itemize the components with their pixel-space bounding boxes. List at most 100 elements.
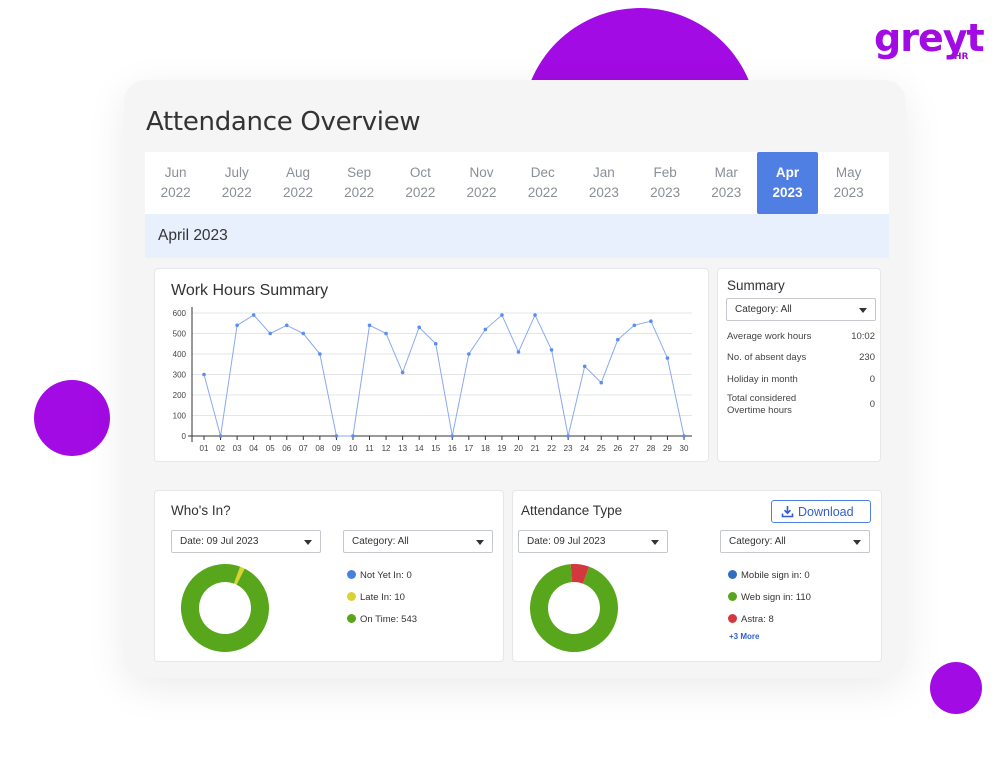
- attendance-date-select[interactable]: Date: 09 Jul 2023: [518, 530, 668, 553]
- x-tick-label: 28: [646, 444, 655, 453]
- summary-panel: Summary Category: All Average work hours…: [717, 268, 881, 462]
- month-tab-month: Jun: [164, 165, 187, 180]
- work-hours-title: Work Hours Summary: [171, 282, 329, 299]
- month-tab-month: Mar: [714, 165, 738, 180]
- x-tick-label: 18: [481, 444, 490, 453]
- summary-row-value: 230: [859, 352, 875, 363]
- data-point: [682, 434, 686, 438]
- month-tab-mar-2023[interactable]: Mar 2023: [696, 152, 757, 214]
- data-point: [500, 313, 504, 317]
- x-tick-label: 20: [514, 444, 523, 453]
- summary-category-value: Category: All: [735, 304, 792, 315]
- data-point: [433, 341, 438, 346]
- month-tab-year: 2023: [833, 185, 864, 200]
- x-tick-label: 13: [398, 444, 407, 453]
- download-icon: [781, 506, 794, 518]
- x-tick-label: 16: [448, 444, 457, 453]
- month-tab-jan-2023[interactable]: Jan 2023: [573, 152, 634, 214]
- data-point: [533, 313, 537, 317]
- attendance-category-select[interactable]: Category: All: [720, 530, 870, 553]
- x-tick-label: 11: [365, 444, 374, 453]
- x-tick-label: 21: [531, 444, 540, 453]
- whos-in-donut-chart: [181, 564, 269, 652]
- y-tick-label: 400: [173, 350, 187, 359]
- month-tab-apr-2023[interactable]: Apr 2023: [756, 152, 819, 214]
- x-tick-label: 04: [249, 444, 258, 453]
- whos-in-category-select[interactable]: Category: All: [343, 530, 493, 553]
- month-tab-may-2023[interactable]: May 2023: [818, 152, 879, 214]
- legend-astra: Astra: 8: [728, 614, 774, 625]
- x-tick-label: 15: [431, 444, 440, 453]
- legend-label: Late In: 10: [360, 592, 405, 603]
- logo-text: greyt: [874, 16, 985, 60]
- x-tick-label: 22: [547, 444, 556, 453]
- work-hours-chart: 0 100 200 300 400 500 600 01 02 03 04 05 06 07 08 09 10 1…: [173, 307, 692, 453]
- data-point: [649, 319, 653, 323]
- legend-label: Mobile sign in: 0: [741, 570, 810, 581]
- month-tab-feb-2023[interactable]: Feb 2023: [635, 152, 696, 214]
- whos-in-title: Who's In?: [171, 503, 231, 518]
- whos-in-panel: Who's In? Date: 09 Jul 2023 Category: Al…: [154, 490, 504, 662]
- month-tab-aug-2022[interactable]: Aug 2022: [267, 152, 328, 214]
- data-point: [450, 434, 455, 438]
- y-tick-label: 0: [182, 432, 187, 441]
- page-title: Attendance Overview: [146, 107, 421, 137]
- data-point: [384, 331, 388, 336]
- month-tab-jun-2022[interactable]: Jun 2022: [145, 152, 206, 214]
- work-hours-series-line: [203, 313, 685, 437]
- month-tab-july-2022[interactable]: July 2022: [206, 152, 267, 214]
- month-tab-month: Dec: [530, 165, 555, 180]
- legend-dot: [728, 592, 737, 601]
- data-point: [483, 327, 488, 332]
- data-point: [599, 380, 604, 385]
- y-tick-label: 100: [173, 412, 187, 421]
- month-tab-dec-2022[interactable]: Dec 2022: [512, 152, 573, 214]
- month-tab-year: 2022: [405, 185, 436, 200]
- data-point: [218, 434, 223, 438]
- decorative-circle-left: [34, 380, 110, 456]
- month-tab-oct-2022[interactable]: Oct 2022: [390, 152, 451, 214]
- x-tick-label: 17: [464, 444, 473, 453]
- data-point: [516, 350, 521, 354]
- month-tab-year: 2022: [466, 185, 497, 200]
- data-point: [318, 352, 322, 356]
- attendance-date-value: Date: 09 Jul 2023: [527, 536, 606, 547]
- x-tick-label: 25: [597, 444, 606, 453]
- data-point: [467, 352, 471, 356]
- legend-not-yet-in: Not Yet In: 0: [347, 570, 412, 581]
- legend-label: Astra: 8: [741, 614, 774, 625]
- data-point: [202, 372, 206, 377]
- data-point: [417, 325, 421, 330]
- donut-slice: [570, 564, 590, 584]
- data-point: [268, 331, 273, 336]
- summary-row-label: Total considered Overtime hours: [727, 393, 797, 416]
- month-selector: Jun 2022 July 2022 Aug 2022 Sep 2022 Oct 2022 Nov 2…: [145, 152, 889, 214]
- x-tick-label: 24: [580, 444, 589, 453]
- y-tick-label: 500: [173, 330, 187, 339]
- data-point: [301, 331, 306, 336]
- x-tick-label: 10: [349, 444, 358, 453]
- month-tab-year: 2022: [160, 185, 191, 200]
- chevron-down-icon: [651, 540, 659, 545]
- legend-label: On Time: 543: [360, 614, 418, 625]
- brand-logo: greyt HR: [874, 12, 985, 68]
- summary-row-value: 10:02: [851, 331, 875, 342]
- x-tick-label: 14: [415, 444, 424, 453]
- whos-in-date-select[interactable]: Date: 09 Jul 2023: [171, 530, 321, 553]
- month-tab-sep-2022[interactable]: Sep 2022: [329, 152, 390, 214]
- more-legend-link[interactable]: +3 More: [729, 632, 760, 641]
- data-point: [334, 434, 339, 438]
- x-tick-label: 26: [613, 444, 622, 453]
- attendance-type-panel: Attendance Type Download Date: 09 Jul 20…: [512, 490, 882, 662]
- legend-label: Not Yet In: 0: [360, 570, 412, 581]
- download-button[interactable]: Download: [771, 500, 871, 523]
- whos-in-category-value: Category: All: [352, 536, 409, 547]
- x-tick-label: 23: [564, 444, 573, 453]
- summary-row-label: Average work hours: [727, 331, 812, 342]
- download-label: Download: [798, 505, 854, 519]
- data-point: [615, 337, 620, 342]
- month-tab-nov-2022[interactable]: Nov 2022: [451, 152, 512, 214]
- legend-web-sign-in: Web sign in: 110: [728, 592, 811, 603]
- summary-category-select[interactable]: Category: All: [726, 298, 876, 321]
- month-tab-year: 2023: [650, 185, 681, 200]
